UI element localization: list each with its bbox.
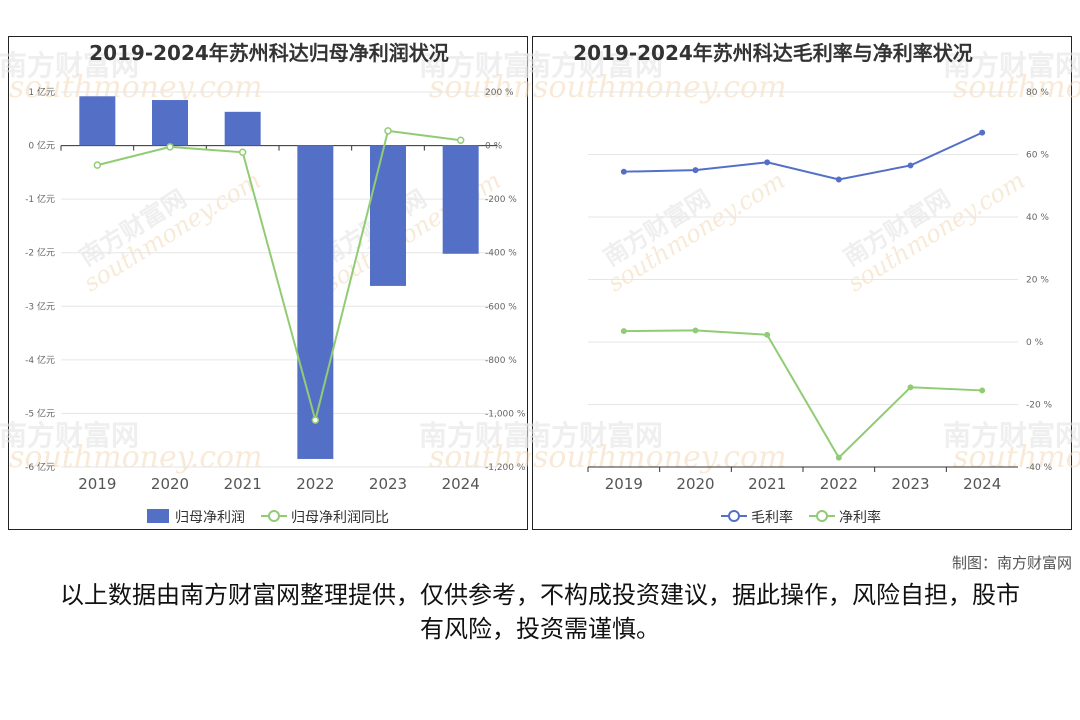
y-right-tick: 80 % bbox=[1026, 88, 1049, 98]
chart-credit: 制图：南方财富网 bbox=[951, 554, 1072, 572]
legend-marker bbox=[728, 510, 740, 522]
legend-marker bbox=[268, 510, 280, 522]
x-tick-label: 2019 bbox=[78, 475, 116, 493]
y-left-tick: -3 亿元 bbox=[25, 300, 55, 312]
x-tick-label: 2020 bbox=[151, 475, 189, 493]
bar-net-profit[interactable] bbox=[370, 145, 406, 286]
right-chart-panel: 南方财富网southmoney.com南方财富网southmoney.com南方… bbox=[523, 36, 1080, 530]
bar-net-profit[interactable] bbox=[442, 145, 479, 254]
gross-margin-point[interactable] bbox=[979, 129, 986, 136]
y-left-tick: -2 亿元 bbox=[25, 247, 55, 259]
y-right-tick: -200 % bbox=[485, 195, 517, 205]
legend-item[interactable]: 归母净利润同比 bbox=[261, 509, 389, 526]
watermark-cn: 南方财富网 bbox=[0, 419, 139, 452]
watermark-cn: 南方财富网 bbox=[523, 419, 663, 452]
y-right-tick: 0 % bbox=[1026, 338, 1044, 348]
legend-marker bbox=[816, 510, 828, 522]
x-tick-label: 2022 bbox=[296, 475, 334, 493]
x-tick-label: 2024 bbox=[963, 475, 1001, 493]
x-tick-label: 2021 bbox=[224, 475, 262, 493]
y-right-tick: -20 % bbox=[1026, 401, 1053, 411]
watermark-en: southmoney.com bbox=[9, 440, 263, 475]
legend-item[interactable]: 归母净利润 bbox=[147, 509, 245, 526]
net-margin-point[interactable] bbox=[907, 384, 914, 391]
legend-swatch bbox=[147, 509, 169, 523]
net-profit-chart: 南方财富网southmoney.com南方财富网southmoney.com南方… bbox=[0, 41, 683, 526]
y-right-tick: 0 % bbox=[485, 142, 503, 152]
net-margin-point[interactable] bbox=[620, 328, 627, 335]
y-left-tick: 1 亿元 bbox=[28, 86, 55, 98]
y-right-tick: 20 % bbox=[1026, 276, 1049, 286]
net-margin-line bbox=[623, 329, 983, 460]
x-tick-label: 2021 bbox=[748, 475, 786, 493]
y-right-tick: -600 % bbox=[485, 302, 517, 312]
watermark: 南方财富网southmoney.com南方财富网southmoney.com南方… bbox=[523, 49, 1080, 475]
x-tick-label: 2019 bbox=[605, 475, 643, 493]
watermark-en: southmoney.com bbox=[953, 70, 1080, 105]
x-tick-label: 2022 bbox=[820, 475, 858, 493]
y-right-tick: -40 % bbox=[1026, 463, 1053, 473]
net-margin-point[interactable] bbox=[979, 387, 986, 394]
yoy-point[interactable] bbox=[456, 136, 465, 144]
x-tick-label: 2023 bbox=[369, 475, 407, 493]
gross-margin-point[interactable] bbox=[835, 176, 842, 183]
margin-chart: 南方财富网southmoney.com南方财富网southmoney.com南方… bbox=[523, 41, 1080, 526]
bar-net-profit[interactable] bbox=[224, 111, 261, 146]
x-tick-label: 2020 bbox=[676, 475, 714, 493]
yoy-point[interactable] bbox=[166, 143, 174, 151]
x-tick-label: 2023 bbox=[891, 475, 929, 493]
y-right-tick: -1,000 % bbox=[485, 409, 526, 419]
watermark-cn: 南方财富网 bbox=[943, 419, 1080, 452]
watermark-en: southmoney.com bbox=[953, 440, 1080, 475]
y-right-tick: 40 % bbox=[1026, 213, 1049, 223]
gross-margin-point[interactable] bbox=[620, 168, 627, 175]
net-margin-point[interactable] bbox=[835, 454, 842, 461]
y-right-tick: -800 % bbox=[485, 356, 517, 366]
y-left-tick: -5 亿元 bbox=[25, 407, 55, 419]
chart-title: 2019-2024年苏州科达毛利率与净利率状况 bbox=[573, 41, 973, 65]
legend-item[interactable]: 净利率 bbox=[809, 509, 881, 526]
disclaimer-text: 以上数据由南方财富网整理提供，仅供参考，不构成投资建议，据此操作，风险自担，股市… bbox=[60, 581, 1020, 643]
bar-net-profit[interactable] bbox=[79, 96, 116, 146]
legend-label: 归母净利润 bbox=[175, 509, 245, 526]
watermark-cn: 南方财富网 bbox=[523, 49, 663, 82]
legend-label: 归母净利润同比 bbox=[291, 509, 389, 526]
legend-item[interactable]: 毛利率 bbox=[721, 509, 793, 526]
yoy-point[interactable] bbox=[238, 148, 247, 157]
watermark-cn: 南方财富网 bbox=[943, 49, 1080, 82]
gross-margin-point[interactable] bbox=[764, 159, 771, 166]
y-right-tick: 200 % bbox=[485, 88, 514, 98]
legend-label: 毛利率 bbox=[751, 509, 793, 526]
bar-net-profit[interactable] bbox=[152, 100, 188, 146]
yoy-point[interactable] bbox=[93, 161, 102, 169]
y-right-tick: 60 % bbox=[1026, 151, 1049, 161]
watermark-en: southmoney.com bbox=[9, 70, 263, 105]
net-margin-point[interactable] bbox=[692, 327, 699, 334]
left-chart-panel: 南方财富网southmoney.com南方财富网southmoney.com南方… bbox=[0, 36, 683, 530]
gross-margin-point[interactable] bbox=[907, 162, 914, 169]
yoy-line bbox=[97, 129, 461, 425]
y-left-tick: -4 亿元 bbox=[25, 354, 55, 366]
watermark-cn: 南方财富网 bbox=[0, 49, 139, 82]
bar-net-profit[interactable] bbox=[297, 145, 334, 459]
gross-margin-line bbox=[623, 131, 983, 181]
y-right-tick: -400 % bbox=[485, 249, 517, 259]
watermark-en: southmoney.com bbox=[533, 70, 787, 105]
y-right-tick: -1,200 % bbox=[485, 463, 526, 473]
yoy-point[interactable] bbox=[384, 127, 392, 135]
net-margin-point[interactable] bbox=[764, 331, 771, 338]
gross-margin-point[interactable] bbox=[692, 167, 699, 174]
x-tick-label: 2024 bbox=[442, 475, 480, 493]
chart-title: 2019-2024年苏州科达归母净利润状况 bbox=[89, 41, 449, 65]
y-left-tick: -1 亿元 bbox=[25, 193, 55, 205]
y-left-tick: -6 亿元 bbox=[25, 461, 55, 473]
legend-label: 净利率 bbox=[839, 509, 881, 526]
yoy-point[interactable] bbox=[311, 416, 320, 424]
y-left-tick: 0 亿元 bbox=[28, 140, 55, 152]
